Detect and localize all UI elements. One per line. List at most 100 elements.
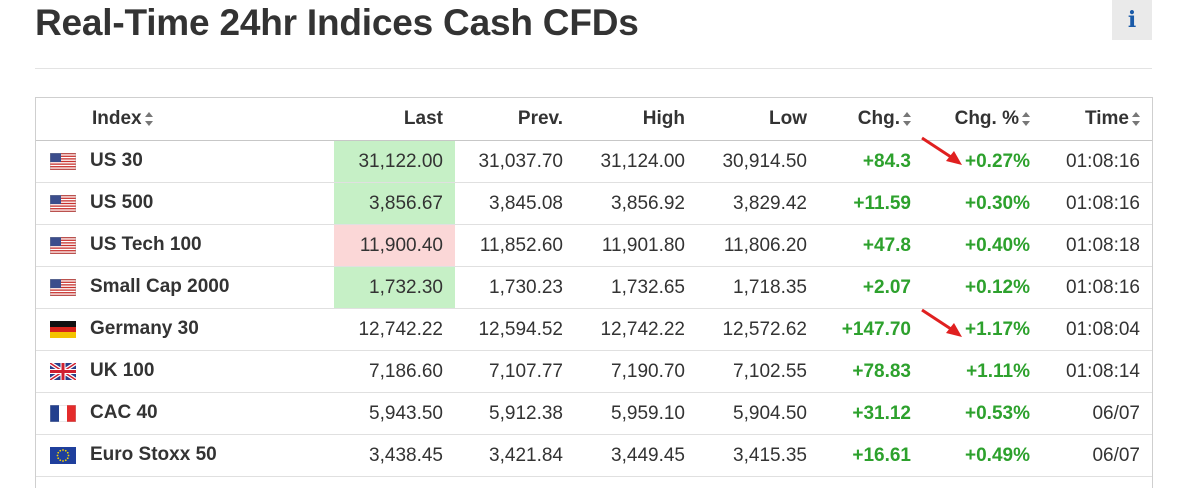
index-name-link[interactable]: Germany 30 (90, 318, 199, 340)
us-flag-icon (50, 194, 76, 212)
chg-pct-cell: +0.30% (923, 182, 1042, 225)
chg-cell: +84.3 (819, 140, 923, 183)
index-name-link[interactable]: US Tech 100 (90, 234, 202, 256)
prev-cell: 7,107.77 (455, 350, 575, 393)
index-cell[interactable]: Euro Stoxx 50 (36, 434, 334, 477)
high-cell: 31,124.00 (575, 140, 697, 183)
column-header-label: Prev. (517, 108, 563, 129)
high-cell: 3,449.45 (575, 434, 697, 477)
chg-cell: +11.59 (819, 182, 923, 225)
index-cell[interactable]: Small Cap 2000 (36, 266, 334, 309)
table-row[interactable]: US Tech 100 11,900.40 11,852.60 11,901.80 11… (36, 224, 1152, 267)
index-name-link[interactable]: Small Cap 2000 (90, 276, 230, 298)
sort-icon[interactable] (144, 111, 153, 126)
column-header-last: Last (334, 98, 455, 141)
high-cell: 3,856.92 (575, 182, 697, 225)
index-cell[interactable]: US Tech 100 (36, 224, 334, 267)
prev-cell: 3,845.08 (455, 182, 575, 225)
table-row[interactable]: Small Cap 2000 1,732.30 1,730.23 1,732.65 1,… (36, 266, 1152, 309)
last-cell: 1,732.30 (334, 266, 455, 309)
column-header-label: High (642, 108, 685, 129)
high-cell: 5,959.10 (575, 392, 697, 435)
chg-pct-cell: +0.49% (923, 434, 1042, 477)
table-row[interactable]: US 500 3,856.67 3,845.08 3,856.92 3,829.42 +1… (36, 182, 1152, 225)
index-name-link[interactable]: US 500 (90, 192, 154, 214)
table-header-row: Index Last Prev. High Low Chg. Chg. % Ti… (36, 98, 1152, 141)
column-header-label: Chg. % (954, 108, 1019, 129)
index-cell[interactable]: UK 100 (36, 350, 334, 393)
table-row[interactable]: US 30 31,122.00 31,037.70 31,124.00 30,914.5… (36, 140, 1152, 183)
column-header-index[interactable]: Index (36, 98, 334, 141)
us-flag-icon (50, 278, 76, 296)
chg-cell: +31.12 (819, 392, 923, 435)
last-cell: 3,438.45 (334, 434, 455, 477)
prev-cell: 12,594.52 (455, 308, 575, 351)
index-name-link[interactable]: UK 100 (90, 360, 155, 382)
table-row[interactable]: UK 100 7,186.60 7,107.77 7,190.70 7,102.55 +7… (36, 350, 1152, 393)
last-cell: 7,186.60 (334, 350, 455, 393)
low-cell: 7,102.55 (697, 350, 819, 393)
column-header-time[interactable]: Time (1042, 98, 1152, 141)
column-header-label: Index (92, 108, 142, 129)
time-cell: 01:08:18 (1042, 224, 1152, 267)
chg-pct-cell: +0.12% (923, 266, 1042, 309)
column-header-label: Low (769, 108, 807, 129)
uk-flag-icon (50, 362, 76, 380)
time-cell: 06/07 (1042, 392, 1152, 435)
sort-icon[interactable] (1022, 111, 1030, 126)
time-cell: 01:08:04 (1042, 308, 1152, 351)
prev-cell: 3,421.84 (455, 434, 575, 477)
low-cell: 1,718.35 (697, 266, 819, 309)
index-cell[interactable]: Germany 30 (36, 308, 334, 351)
france-flag-icon (50, 404, 76, 422)
time-cell: 06/07 (1042, 434, 1152, 477)
sort-icon[interactable] (903, 111, 911, 126)
table-row[interactable]: Euro Stoxx 50 3,438.45 3,421.84 3,449.45 3,4… (36, 434, 1152, 477)
chg-cell: +16.61 (819, 434, 923, 477)
index-cell[interactable]: CAC 40 (36, 392, 334, 435)
low-cell: 5,904.50 (697, 392, 819, 435)
high-cell: 11,901.80 (575, 224, 697, 267)
time-cell: 01:08:14 (1042, 350, 1152, 393)
time-cell: 01:08:16 (1042, 182, 1152, 225)
time-cell: 01:08:16 (1042, 140, 1152, 183)
info-button[interactable]: i (1112, 0, 1152, 40)
column-header-label: Last (403, 108, 443, 129)
chg-pct-cell: +1.11% (923, 350, 1042, 393)
chg-cell: +78.83 (819, 350, 923, 393)
column-header-chg-pct[interactable]: Chg. % (923, 98, 1042, 141)
table-row[interactable]: CAC 40 5,943.50 5,912.38 5,959.10 5,904.50 +3… (36, 392, 1152, 435)
title-divider (35, 68, 1152, 69)
indices-table-container: Index Last Prev. High Low Chg. Chg. % Ti… (35, 97, 1153, 488)
prev-cell: 5,912.38 (455, 392, 575, 435)
index-name-link[interactable]: CAC 40 (90, 402, 158, 424)
column-header-prev: Prev. (455, 98, 575, 141)
prev-cell: 1,730.23 (455, 266, 575, 309)
info-icon: i (1127, 7, 1137, 33)
table-row[interactable]: Germany 30 12,742.22 12,594.52 12,742.22 12,… (36, 308, 1152, 351)
column-header-high: High (575, 98, 697, 141)
index-cell[interactable]: US 500 (36, 182, 334, 225)
index-name-link[interactable]: Euro Stoxx 50 (90, 444, 217, 466)
index-name-link[interactable]: US 30 (90, 150, 143, 172)
high-cell: 7,190.70 (575, 350, 697, 393)
low-cell: 3,829.42 (697, 182, 819, 225)
index-cell[interactable]: US 30 (36, 140, 334, 183)
last-cell: 3,856.67 (334, 182, 455, 225)
last-cell: 31,122.00 (334, 140, 455, 183)
column-header-label: Chg. (857, 108, 900, 129)
sort-icon[interactable] (1132, 111, 1140, 126)
low-cell: 30,914.50 (697, 140, 819, 183)
us-flag-icon (50, 152, 76, 170)
last-cell: 12,742.22 (334, 308, 455, 351)
column-header-label: Time (1084, 108, 1129, 129)
prev-cell: 11,852.60 (455, 224, 575, 267)
last-cell: 5,943.50 (334, 392, 455, 435)
low-cell: 3,415.35 (697, 434, 819, 477)
column-header-low: Low (697, 98, 819, 141)
chg-pct-cell: +1.17% (923, 308, 1042, 351)
column-header-chg[interactable]: Chg. (819, 98, 923, 141)
high-cell: 1,732.65 (575, 266, 697, 309)
chg-pct-cell: +0.40% (923, 224, 1042, 267)
time-cell: 01:08:16 (1042, 266, 1152, 309)
